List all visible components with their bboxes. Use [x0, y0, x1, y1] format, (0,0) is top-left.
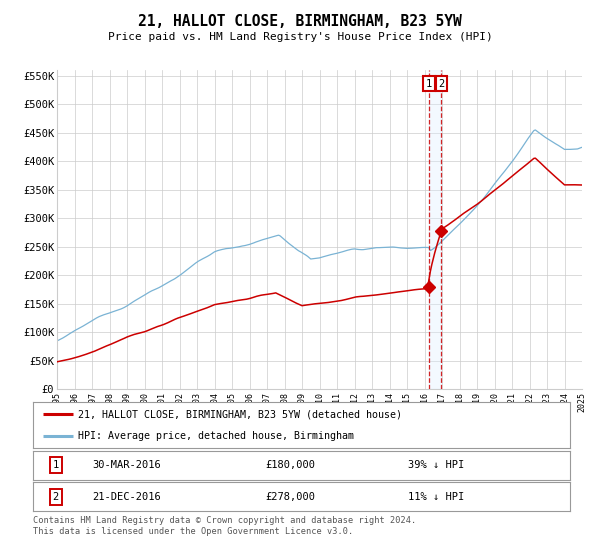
Text: Price paid vs. HM Land Registry's House Price Index (HPI): Price paid vs. HM Land Registry's House …	[107, 32, 493, 43]
Bar	[429, 70, 442, 389]
Text: £278,000: £278,000	[266, 492, 316, 502]
Text: 21, HALLOT CLOSE, BIRMINGHAM, B23 5YW (detached house): 21, HALLOT CLOSE, BIRMINGHAM, B23 5YW (d…	[77, 409, 401, 419]
Text: 21-DEC-2016: 21-DEC-2016	[92, 492, 161, 502]
Text: 2: 2	[52, 492, 59, 502]
Text: 1: 1	[52, 460, 59, 470]
Text: 39% ↓ HPI: 39% ↓ HPI	[407, 460, 464, 470]
Text: 30-MAR-2016: 30-MAR-2016	[92, 460, 161, 470]
Text: £180,000: £180,000	[266, 460, 316, 470]
Text: 1: 1	[426, 78, 432, 88]
Text: Contains HM Land Registry data © Crown copyright and database right 2024.
This d: Contains HM Land Registry data © Crown c…	[33, 516, 416, 536]
Text: 2: 2	[439, 78, 445, 88]
Text: HPI: Average price, detached house, Birmingham: HPI: Average price, detached house, Birm…	[77, 431, 353, 441]
Text: 21, HALLOT CLOSE, BIRMINGHAM, B23 5YW: 21, HALLOT CLOSE, BIRMINGHAM, B23 5YW	[138, 14, 462, 29]
Text: 11% ↓ HPI: 11% ↓ HPI	[407, 492, 464, 502]
